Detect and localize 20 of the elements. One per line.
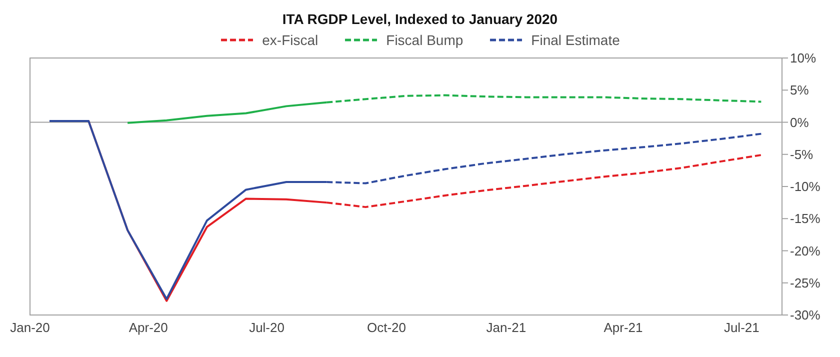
x-tick-label: Jul-20: [249, 320, 284, 336]
legend-label: Final Estimate: [531, 32, 620, 48]
x-tick-label: Apr-20: [128, 320, 168, 336]
legend-label: ex-Fiscal: [262, 32, 318, 48]
y-tick-label: 5%: [790, 82, 810, 98]
y-tick-label: -25%: [790, 275, 821, 290]
x-tick-label: Jan-21: [486, 320, 526, 336]
y-tick-label: 10%: [790, 50, 816, 66]
y-tick-label: -15%: [790, 211, 821, 226]
y-tick-label: -30%: [790, 308, 821, 323]
x-tick-label: Apr-21: [604, 320, 643, 336]
y-tick-label: 0%: [790, 114, 810, 130]
x-tick-label: Jan-20: [10, 320, 50, 336]
x-tick-label: Oct-20: [366, 320, 406, 336]
x-tick-label: Jul-21: [724, 320, 760, 336]
y-tick-label: -10%: [790, 179, 821, 194]
legend-label: Fiscal Bump: [386, 32, 464, 48]
y-tick-label: -20%: [790, 243, 821, 258]
chart-title: ITA RGDP Level, Indexed to January 2020: [281, 10, 559, 29]
y-tick-label: -5%: [790, 146, 814, 162]
